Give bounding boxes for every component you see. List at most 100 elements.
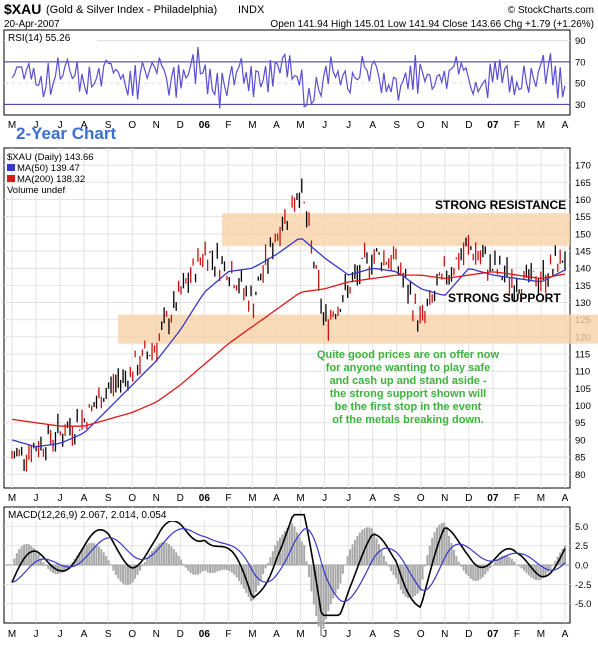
rsi-month-label: J [58,120,63,131]
macd-signal-line [11,527,566,603]
price-month-label: S [393,493,400,504]
macd-label: MACD(12,26,9) 2.067, 2.014, 0.054 [8,510,167,521]
rsi-tick-label: 30 [575,100,586,111]
legend-price: $XAU (Daily) 143.66 [7,152,94,163]
price-month-label: M [8,493,16,504]
price-month-label: 07 [487,493,499,504]
macd-month-label: D [177,629,184,640]
macd-month-label: J [58,629,63,640]
resistance-label: STRONG RESISTANCE [435,198,566,212]
symbol: $XAU [4,1,41,17]
legend-ma200: MA(200) 138.32 [17,174,85,185]
macd-month-label: F [514,629,520,640]
quote-line: Open 141.94 High 145.01 Low 141.94 Close… [270,19,594,30]
rsi-month-label: M [248,120,256,131]
price-tick-label: 170 [575,161,591,172]
price-month-label: S [105,493,112,504]
macd-month-label: M [537,629,545,640]
macd-month-label: J [34,629,39,640]
legend-ma50-swatch [7,164,15,171]
macd-month-label: A [273,629,280,640]
price-tick-label: 155 [575,212,591,223]
rsi-month-label: 07 [487,120,499,131]
price-tick-label: 100 [575,401,591,412]
macd-panel: 5.0 2.5 0.0 -2.5 -5.0 MACD(12,26,9) 2.067, 2… [3,506,591,636]
price-month-label: A [562,493,569,504]
price-tick-label: 90 [575,435,586,446]
price-month-label: J [58,493,63,504]
exchange: INDX [238,4,265,16]
macd-month-label: M [248,629,256,640]
price-tick-label: 150 [575,229,591,240]
rsi-month-label: 06 [199,120,211,131]
macd-month-label: A [562,629,569,640]
macd-tick-label: -5.0 [575,599,591,610]
macd-label-bg [5,508,217,521]
price-month-label: A [273,493,280,504]
macd-tick-label: 0.0 [575,561,588,572]
macd-month-label: M [296,629,304,640]
ma50-line [11,238,566,448]
rsi-month-label: S [105,120,112,131]
macd-month-label: F [225,629,231,640]
rsi-month-label: M [296,120,304,131]
macd-month-label: J [346,629,351,640]
annotation-line: and cash up and stand aside - [329,375,486,387]
price-month-label: O [417,493,425,504]
annotation-line: be the first stop in the event [335,401,482,413]
price-month-label: J [34,493,39,504]
annotation-line: Quite good prices are on offer now [317,349,500,361]
price-month-label: J [322,493,327,504]
price-month-label: O [128,493,136,504]
price-tick-label: 85 [575,453,586,464]
rsi-month-label: J [346,120,351,131]
macd-month-label: N [153,629,160,640]
price-month-label: F [225,493,231,504]
price-month-label: D [177,493,184,504]
annotation-line: of the metals breaking down. [332,414,484,426]
price-tick-label: 130 [575,298,591,309]
price-tick-label: 95 [575,418,586,429]
rsi-label-bg [5,31,97,44]
price-tick-label: 115 [575,350,590,361]
price-tick-label: 160 [575,195,591,206]
price-month-label: 06 [199,493,211,504]
ma200-line [11,271,566,427]
rsi-month-label: N [441,120,448,131]
price-month-label: N [441,493,448,504]
rsi-month-label: N [153,120,160,131]
chart-date: 20-Apr-2007 [4,19,60,30]
macd-tick-label: -2.5 [575,580,591,591]
macd-month-label: 06 [199,629,211,640]
rsi-month-label: D [177,120,184,131]
annotation-line: the strong support shown will [330,388,486,400]
price-month-label: A [81,493,88,504]
rsi-month-label: S [393,120,400,131]
rsi-tick-label: 70 [575,57,586,68]
macd-month-label: J [322,629,327,640]
price-tick-label: 135 [575,281,591,292]
macd-month-label: A [81,629,88,640]
rsi-line [11,46,566,109]
price-tick-label: 80 [575,470,586,481]
price-month-label: N [153,493,160,504]
rsi-month-label: A [81,120,88,131]
macd-month-label: O [128,629,136,640]
rsi-month-label: F [225,120,231,131]
price-month-label: M [248,493,256,504]
price-tick-label: 105 [575,384,591,395]
rsi-month-label: J [34,120,39,131]
index-name: (Gold & Silver Index - Philadelphia) [46,4,217,16]
rsi-month-label: D [465,120,472,131]
annotation-line: for anyone wanting to play safe [326,362,490,374]
price-tick-label: 140 [575,264,591,275]
macd-line [11,513,566,617]
macd-tick-label: 2.5 [575,541,588,552]
macd-month-label: S [105,629,112,640]
macd-month-label: M [8,629,16,640]
macd-month-label: A [369,629,376,640]
macd-month-label: D [465,629,472,640]
legend-ma50: MA(50) 139.47 [17,163,80,174]
rsi-tick-label: 90 [575,36,586,47]
